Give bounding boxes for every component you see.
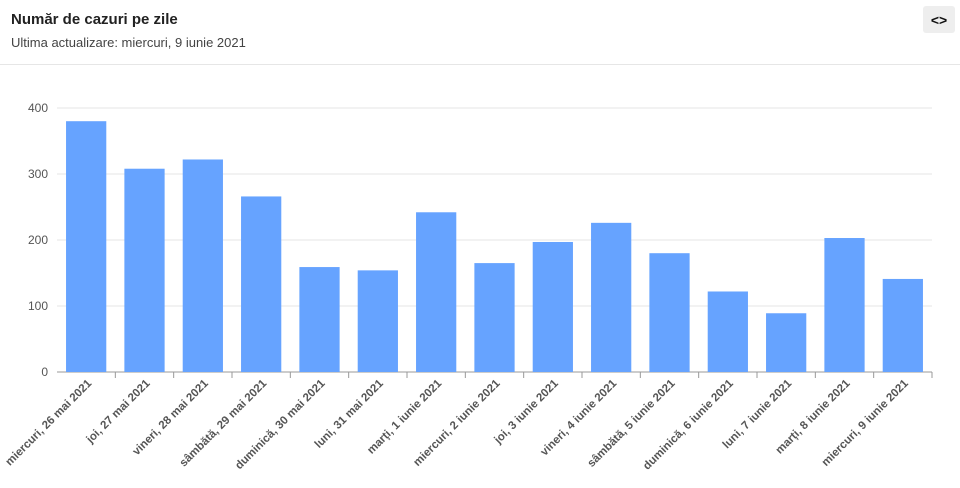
bar[interactable] (532, 241, 573, 372)
bar[interactable] (649, 253, 690, 372)
bar[interactable] (474, 263, 515, 372)
bar-chart: 0 100 200 300 400 miercuri, 26 mai 2021joi, … (4, 101, 933, 472)
chart-subtitle: Ultima actualizare: miercuri, 9 iunie 20… (11, 35, 246, 50)
bar[interactable] (124, 168, 165, 372)
y-axis-ticks: 0 100 200 300 400 (28, 101, 48, 379)
bar[interactable] (66, 121, 107, 372)
bar[interactable] (416, 212, 457, 372)
x-tick-label: miercuri, 26 mai 2021 (4, 377, 95, 468)
bar[interactable] (824, 238, 865, 372)
bar[interactable] (766, 313, 807, 372)
y-tick-label: 100 (28, 299, 48, 313)
y-tick-label: 400 (28, 101, 48, 115)
bar[interactable] (591, 222, 632, 372)
bar[interactable] (182, 159, 223, 372)
bar[interactable] (299, 267, 340, 372)
bar[interactable] (882, 278, 923, 372)
chart-title: Număr de cazuri pe zile (11, 11, 178, 28)
bar[interactable] (707, 291, 748, 372)
bars (66, 121, 923, 372)
bar[interactable] (357, 270, 398, 372)
embed-code-button[interactable]: <> (923, 6, 955, 33)
code-brackets-icon: <> (930, 11, 948, 28)
y-tick-label: 300 (28, 167, 48, 181)
y-tick-label: 200 (28, 233, 48, 247)
bar[interactable] (241, 196, 282, 372)
y-tick-label: 0 (41, 365, 48, 379)
chart-header: Număr de cazuri pe zile Ultima actualiza… (0, 0, 960, 65)
